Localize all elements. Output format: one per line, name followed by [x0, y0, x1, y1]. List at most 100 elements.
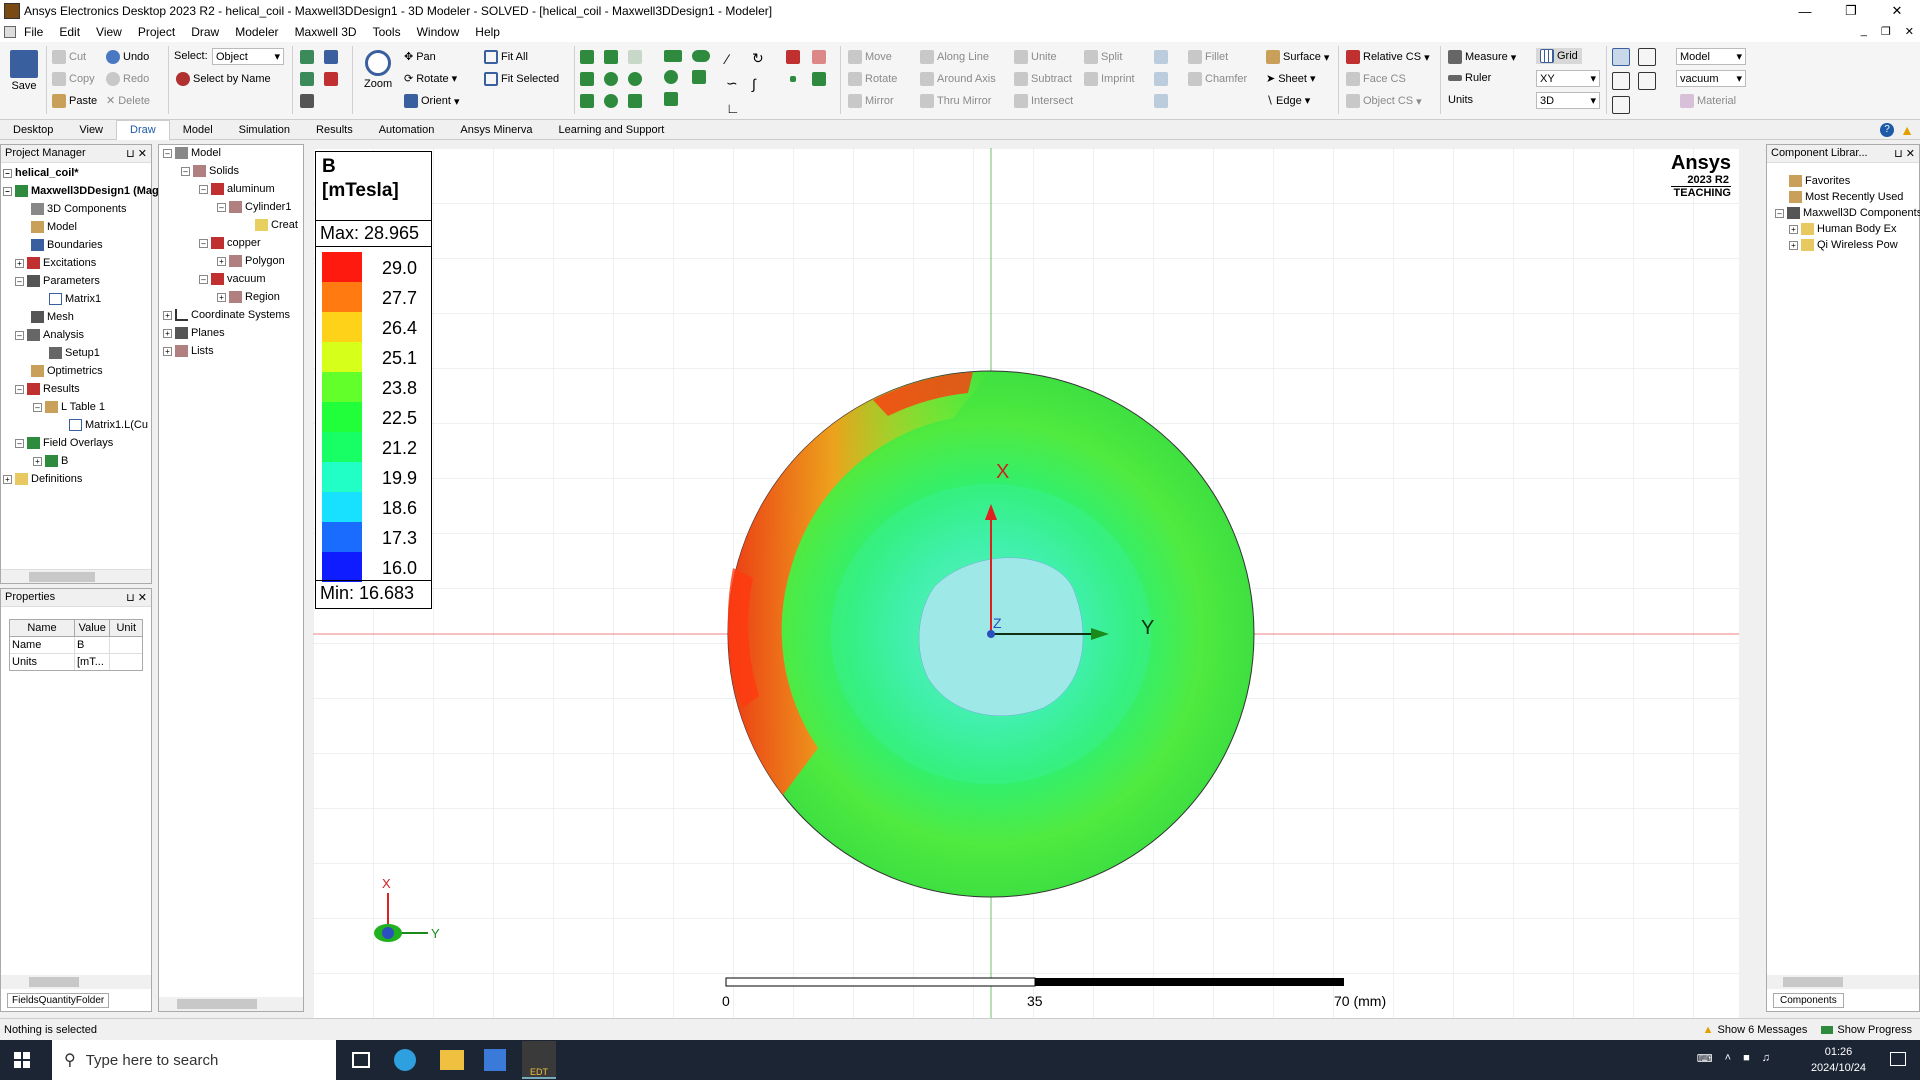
- select-object-icon[interactable]: [300, 50, 314, 64]
- rotate-object-button[interactable]: Rotate: [848, 72, 897, 86]
- collapse-icon[interactable]: –: [199, 274, 208, 284]
- regular-polygon-icon[interactable]: [692, 70, 706, 84]
- expand-icon[interactable]: +: [163, 346, 172, 356]
- tree-analysis[interactable]: – Analysis: [15, 329, 84, 341]
- pin-close-icons[interactable]: ⊔ ✕: [126, 148, 147, 160]
- units-button[interactable]: Units: [1448, 94, 1474, 106]
- imprint-button[interactable]: Imprint: [1084, 72, 1135, 86]
- notifications-icon[interactable]: [1890, 1052, 1906, 1066]
- tree-region[interactable]: + Region: [217, 291, 280, 303]
- arc-icon[interactable]: ↻: [752, 50, 764, 66]
- tab-draw[interactable]: Draw: [116, 119, 170, 140]
- tree-lists[interactable]: + Lists: [163, 345, 214, 357]
- volume-icon[interactable]: ♫: [1761, 1052, 1770, 1064]
- deselect-icon[interactable]: [324, 72, 338, 86]
- grid-button[interactable]: Grid: [1536, 48, 1582, 64]
- windows-start-icon[interactable]: [14, 1052, 30, 1068]
- tree-polygon[interactable]: + Polygon: [217, 255, 285, 267]
- collapse-icon[interactable]: –: [15, 384, 24, 394]
- line-icon[interactable]: ∕: [726, 50, 729, 67]
- mirror-button[interactable]: Mirror: [848, 94, 894, 108]
- ruler-button[interactable]: Ruler: [1448, 72, 1491, 84]
- pin-close-icons[interactable]: ⊔ ✕: [126, 592, 147, 604]
- warning-icon[interactable]: ▲: [1900, 122, 1914, 138]
- material-button[interactable]: Material: [1680, 94, 1736, 108]
- tab-desktop[interactable]: Desktop: [13, 123, 54, 136]
- expand-icon[interactable]: +: [3, 474, 12, 484]
- rectangle-icon[interactable]: [664, 50, 682, 62]
- equation-curve-icon[interactable]: ∫: [752, 75, 756, 92]
- sweep-icon[interactable]: [628, 94, 642, 108]
- taskbar-clock[interactable]: 01:26 2024/10/24: [1810, 1046, 1866, 1074]
- select-by-name-button[interactable]: Select by Name: [176, 72, 271, 86]
- tree-matrix1[interactable]: Matrix1: [49, 293, 101, 305]
- tree-project[interactable]: – helical_coil*: [3, 167, 79, 179]
- tab-fields-quantity-folder[interactable]: FieldsQuantityFolder: [7, 993, 110, 1008]
- circle-icon[interactable]: [664, 70, 678, 84]
- coordinate-plane-icon[interactable]: [812, 72, 826, 86]
- model-dropdown[interactable]: Model ▾: [1676, 48, 1746, 65]
- wrap-icon[interactable]: [1154, 50, 1168, 64]
- plane-point-icon[interactable]: [790, 76, 796, 82]
- help-icon[interactable]: ?: [1880, 122, 1894, 137]
- table-row[interactable]: Units [mT...: [10, 654, 142, 670]
- snap-grid-icon[interactable]: [1612, 48, 1630, 66]
- torus-icon[interactable]: [628, 72, 642, 86]
- select-edge-icon[interactable]: [300, 94, 314, 108]
- plane-dropdown[interactable]: XY ▾: [1536, 70, 1600, 87]
- delete-button[interactable]: ✕ Delete: [106, 94, 151, 108]
- sweep-face-icon[interactable]: [1154, 72, 1168, 86]
- orient-button[interactable]: Orient ▾: [404, 94, 460, 108]
- lib-most-recently-used[interactable]: Most Recently Used: [1789, 191, 1903, 203]
- tree-cylinder1[interactable]: – Cylinder1: [217, 201, 291, 213]
- cone-icon[interactable]: [604, 50, 618, 64]
- taskbar-search[interactable]: ⚲ Type here to search: [52, 1040, 336, 1080]
- cursor-icon[interactable]: [1638, 96, 1656, 114]
- tree-l-table-1[interactable]: – L Table 1: [33, 401, 105, 413]
- expand-icon[interactable]: +: [163, 328, 172, 338]
- expand-icon[interactable]: +: [217, 256, 226, 266]
- collapse-icon[interactable]: –: [1775, 208, 1784, 218]
- file-explorer-icon[interactable]: [440, 1050, 464, 1070]
- polyhedron-icon[interactable]: [580, 94, 594, 108]
- along-line-button[interactable]: Along Line: [920, 50, 989, 64]
- hide-icon[interactable]: [1612, 96, 1630, 114]
- box-icon[interactable]: [580, 50, 594, 64]
- doc-minimize-button[interactable]: _: [1860, 25, 1867, 37]
- copy-button[interactable]: Copy: [52, 72, 95, 86]
- select-mode-dropdown[interactable]: Object ▾: [212, 48, 284, 65]
- pan-button[interactable]: ✥ Pan: [404, 50, 436, 64]
- edge-menu[interactable]: ∖ Edge ▾: [1266, 94, 1311, 108]
- tree-aluminum[interactable]: – aluminum: [199, 183, 275, 195]
- menu-edit[interactable]: Edit: [59, 25, 81, 39]
- render-icon[interactable]: [1612, 72, 1630, 90]
- region-icon[interactable]: [812, 50, 826, 64]
- tab-automation[interactable]: Automation: [378, 123, 435, 136]
- menu-draw[interactable]: Draw: [191, 25, 220, 39]
- fillet-button[interactable]: Fillet: [1188, 50, 1228, 64]
- collapse-icon[interactable]: –: [15, 330, 24, 340]
- minimize-button[interactable]: —: [1798, 3, 1812, 19]
- network-icon[interactable]: ■: [1743, 1052, 1750, 1064]
- tab-components[interactable]: Components: [1773, 993, 1844, 1008]
- restore-button[interactable]: ❐: [1845, 3, 1857, 18]
- menu-modeler[interactable]: Modeler: [235, 25, 279, 39]
- pin-close-icons[interactable]: ⊔ ✕: [1894, 148, 1915, 160]
- tree-boundaries[interactable]: Boundaries: [31, 239, 103, 251]
- tree-create-cylinder[interactable]: Creat: [255, 219, 298, 231]
- select-face-icon[interactable]: [300, 72, 314, 86]
- spline-icon[interactable]: ∽: [726, 75, 738, 91]
- save-button[interactable]: Save: [10, 50, 38, 92]
- menu-project[interactable]: Project: [137, 25, 176, 39]
- point-icon[interactable]: [786, 50, 800, 64]
- undo-button[interactable]: Undo: [106, 50, 149, 64]
- thru-mirror-button[interactable]: Thru Mirror: [920, 94, 991, 108]
- collapse-icon[interactable]: –: [3, 186, 12, 196]
- select-vertex-icon[interactable]: [324, 50, 338, 64]
- lib-human-body[interactable]: + Human Body Ex: [1789, 223, 1896, 235]
- cylinder-icon[interactable]: [580, 72, 594, 86]
- expand-icon[interactable]: +: [1789, 224, 1798, 234]
- tab-learning-support[interactable]: Learning and Support: [558, 123, 665, 136]
- tree-matrix-l[interactable]: Matrix1.L(Cu: [69, 419, 148, 431]
- object-cs-menu[interactable]: Object CS ▾: [1346, 94, 1422, 108]
